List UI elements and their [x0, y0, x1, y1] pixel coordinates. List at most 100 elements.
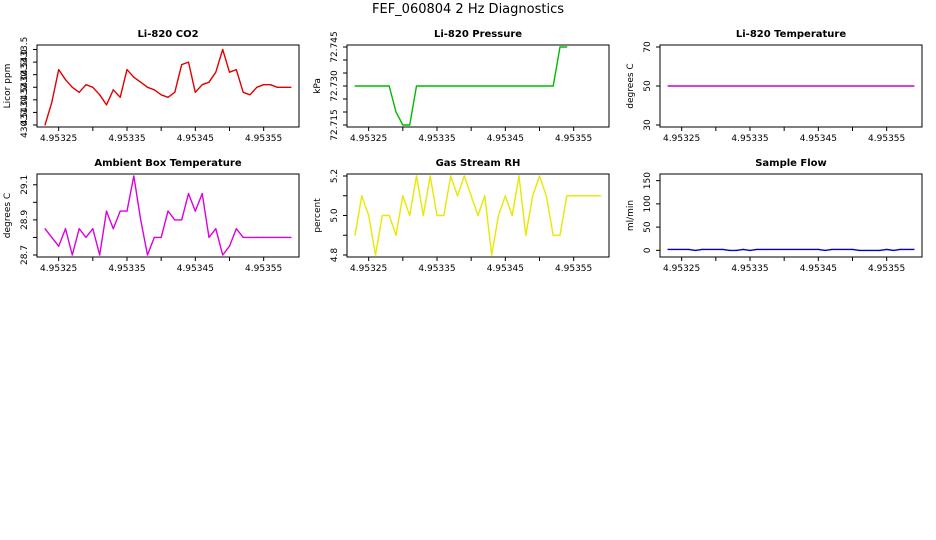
x-tick-label: 4.95335 — [731, 134, 768, 144]
data-point — [160, 94, 162, 96]
data-point — [78, 91, 80, 93]
data-point — [436, 214, 438, 217]
data-point — [140, 219, 142, 221]
data-point — [58, 69, 60, 71]
data-point — [215, 71, 217, 73]
x-tick-label: 4.95355 — [245, 134, 282, 144]
x-tick-label: 4.95335 — [731, 264, 768, 274]
data-point — [58, 245, 60, 247]
y-tick-label: 4.8 — [330, 248, 340, 263]
y-tick-label: 70 — [643, 41, 653, 53]
data-point — [242, 236, 244, 238]
data-point — [85, 84, 87, 86]
data-point — [593, 195, 595, 197]
data-point — [228, 71, 231, 73]
data-point — [573, 195, 575, 197]
data-point — [477, 214, 479, 217]
data-point — [667, 85, 669, 87]
data-point — [402, 124, 404, 126]
x-tick-label: 4.95345 — [177, 264, 214, 274]
y-tick-label: 28.9 — [20, 210, 30, 230]
data-point — [518, 175, 520, 177]
data-point — [559, 46, 561, 48]
data-point — [263, 84, 265, 86]
data-point — [388, 214, 390, 217]
y-tick-label: 28.7 — [20, 245, 30, 265]
data-point — [545, 195, 547, 197]
data-point — [99, 94, 101, 96]
plot-frame — [659, 173, 923, 258]
data-point — [201, 84, 203, 86]
data-point — [354, 234, 356, 236]
y-tick-label: 72.730 — [330, 70, 340, 102]
x-tick-label: 4.95325 — [350, 264, 387, 274]
data-point — [525, 234, 527, 236]
data-point — [742, 248, 744, 250]
data-point — [470, 195, 472, 197]
data-point — [235, 69, 237, 71]
chart-panel-3: Li-820 Temperature degrees C 4.95325 4.9533… — [626, 29, 923, 144]
y-tick-label: 50 — [643, 221, 653, 233]
data-point — [181, 64, 183, 66]
data-point — [566, 46, 568, 48]
data-point — [667, 248, 669, 250]
data-point — [491, 254, 493, 256]
data-point — [194, 210, 196, 212]
panel-title: Li-820 Pressure — [434, 29, 522, 40]
data-point — [140, 81, 142, 83]
data-point — [276, 86, 278, 88]
data-point — [201, 193, 203, 195]
data-point — [538, 175, 541, 177]
data-point — [126, 210, 128, 212]
data-point — [133, 175, 135, 177]
data-point — [119, 96, 121, 98]
data-point — [269, 84, 272, 86]
data-point — [187, 61, 190, 63]
data-point — [831, 248, 833, 250]
data-series-line — [44, 175, 291, 256]
x-tick-label: 4.95335 — [108, 264, 145, 274]
data-point — [552, 85, 554, 87]
plot-frame — [36, 44, 300, 128]
x-tick-label: 4.95355 — [245, 264, 282, 274]
data-point — [579, 195, 582, 197]
x-tick-label: 4.95345 — [800, 134, 837, 144]
data-point — [395, 111, 397, 113]
data-point — [409, 124, 411, 126]
data-point — [222, 48, 224, 51]
data-point — [208, 236, 210, 238]
data-point — [511, 214, 513, 217]
data-point — [174, 91, 176, 93]
y-tick-label: 150 — [643, 172, 653, 189]
y-tick-label: 432.5 — [20, 62, 30, 88]
data-point — [146, 86, 149, 88]
data-series-line — [668, 248, 914, 252]
y-tick-label: 433.0 — [20, 49, 30, 75]
y-axis-label: degrees C — [3, 193, 13, 238]
data-point — [105, 104, 108, 106]
x-tick-label: 4.95355 — [555, 264, 592, 274]
data-point — [456, 195, 459, 197]
data-point — [463, 175, 465, 177]
data-point — [256, 86, 258, 88]
data-point — [586, 195, 588, 197]
data-point — [851, 248, 854, 250]
data-point — [181, 219, 183, 221]
y-tick-label: 72.745 — [330, 31, 340, 63]
y-axis-label: Licor ppm — [3, 64, 13, 109]
data-point — [913, 248, 915, 250]
data-point — [71, 254, 73, 256]
data-point — [78, 228, 80, 230]
x-tick-label: 4.95335 — [418, 134, 455, 144]
data-point — [249, 94, 251, 96]
x-tick-label: 4.95325 — [350, 134, 387, 144]
data-point — [415, 85, 418, 87]
x-tick-label: 4.95345 — [487, 134, 524, 144]
data-point — [64, 79, 67, 81]
y-tick-label: 431.0 — [20, 99, 30, 125]
data-point — [174, 219, 176, 221]
chart-panel-5: Gas Stream RH percent 4.95325 4.95335 4.9534… — [313, 158, 610, 274]
data-point — [105, 210, 108, 212]
data-point — [119, 210, 121, 212]
data-point — [443, 214, 445, 217]
